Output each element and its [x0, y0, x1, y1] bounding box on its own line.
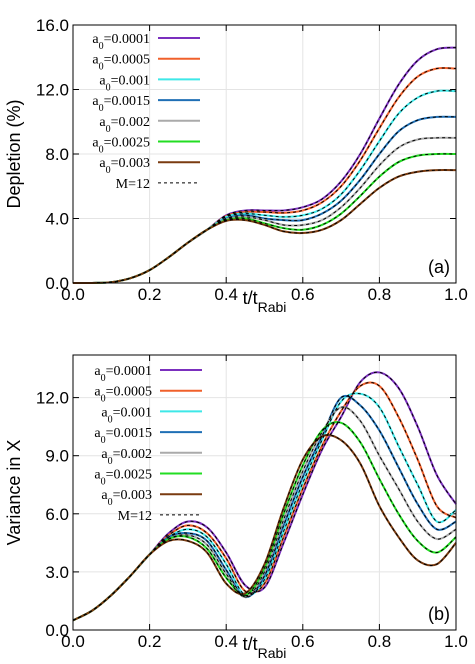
- overlay-line: [72, 67, 457, 284]
- x-axis-label-sub: Rabi: [258, 645, 287, 661]
- overlay-line: [72, 137, 457, 284]
- overlay-line: [72, 381, 457, 621]
- x-axis-label: t/tRabi: [243, 634, 287, 661]
- panel: 0.0 0.2 0.4 0.6 0.8 1.0 0.0 3.0 6.0 9.0 12.0 a0=0.0…: [4, 354, 468, 661]
- y-tick-label: 8.0: [45, 145, 69, 164]
- x-tick-label: 0.2: [138, 285, 162, 304]
- legend-label: a0=0.003: [99, 156, 150, 176]
- y-tick-label: 12.0: [36, 81, 69, 100]
- overlay-line: [72, 47, 457, 284]
- x-tick-label: 0.0: [61, 285, 85, 304]
- legend-label: a0=0.002: [101, 447, 152, 467]
- data-line: [72, 433, 457, 622]
- y-tick-label: 3.0: [45, 563, 69, 582]
- legend-label: a0=0.0001: [92, 32, 150, 52]
- overlay-line: [72, 90, 457, 284]
- x-tick-label: 0.4: [214, 285, 238, 304]
- legend-label: a0=0.0001: [94, 364, 152, 384]
- overlay-line: [72, 406, 457, 621]
- panel-annotation: (b): [428, 604, 450, 624]
- legend-label: M=12: [116, 177, 150, 192]
- plot-frame: [72, 24, 457, 284]
- x-tick-label: 0.8: [368, 632, 392, 651]
- legend-label: a0=0.003: [101, 488, 152, 508]
- x-tick-label: 0.6: [291, 285, 315, 304]
- overlay-line: [72, 392, 457, 621]
- overlay-line: [72, 116, 457, 284]
- legend-label: M=12: [118, 509, 152, 524]
- overlay-line: [72, 434, 457, 621]
- legend-label: a0=0.0015: [92, 94, 150, 114]
- legend-label: a0=0.0015: [94, 426, 152, 446]
- x-tick-label: 0.0: [61, 632, 85, 651]
- legend-label: a0=0.0025: [94, 468, 152, 488]
- y-tick-label: 4.0: [45, 210, 69, 229]
- legend-label: a0=0.001: [99, 73, 150, 93]
- x-tick-label: 0.8: [368, 285, 392, 304]
- y-tick-label: 16.0: [36, 16, 69, 35]
- y-tick-label: 12.0: [36, 389, 69, 408]
- x-axis-label-main: t/t: [243, 288, 258, 308]
- x-axis-label-sub: Rabi: [258, 299, 287, 315]
- y-tick-label: 0.0: [45, 274, 69, 293]
- y-axis-label: Variance in X: [4, 440, 24, 546]
- y-axis-label: Depletion (%): [4, 99, 24, 208]
- x-axis-label-main: t/t: [243, 634, 258, 654]
- x-tick-label: 0.6: [291, 632, 315, 651]
- y-tick-label: 9.0: [45, 447, 69, 466]
- overlay-line: [72, 421, 457, 621]
- legend-label: a0=0.0025: [92, 136, 150, 156]
- x-tick-label: 1.0: [444, 632, 468, 651]
- legend-label: a0=0.001: [101, 405, 152, 425]
- y-tick-label: 0.0: [45, 621, 69, 640]
- x-tick-label: 1.0: [444, 285, 468, 304]
- legend-label: a0=0.0005: [94, 385, 152, 405]
- plot-frame: [72, 354, 457, 631]
- x-axis-label: t/tRabi: [243, 288, 287, 315]
- legend-label: a0=0.002: [99, 115, 150, 135]
- x-tick-label: 0.4: [214, 632, 238, 651]
- panel: 0.0 0.2 0.4 0.6 0.8 1.0 0.0 4.0 8.0 12.0 16.0 a0=0.…: [4, 16, 468, 315]
- x-tick-label: 0.2: [138, 632, 162, 651]
- y-tick-label: 6.0: [45, 505, 69, 524]
- overlay-line: [72, 371, 457, 621]
- overlay-line: [72, 169, 457, 284]
- overlay-line: [72, 153, 457, 284]
- panel-annotation: (a): [428, 257, 450, 277]
- legend-label: a0=0.0005: [92, 53, 150, 72]
